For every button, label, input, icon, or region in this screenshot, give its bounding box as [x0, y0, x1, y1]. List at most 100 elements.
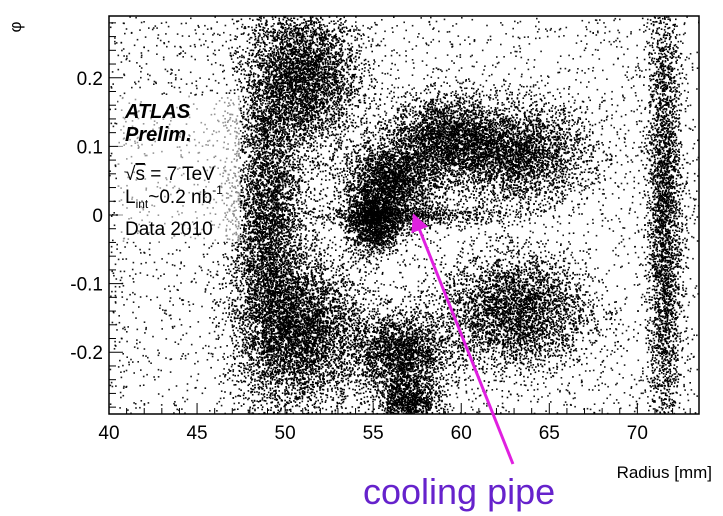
data-point — [384, 120, 387, 122]
data-point — [324, 63, 327, 65]
data-point — [674, 121, 677, 123]
data-point — [678, 259, 680, 261]
data-point — [319, 247, 321, 250]
data-point — [581, 384, 583, 387]
data-point — [210, 352, 213, 355]
data-point — [242, 234, 244, 236]
data-point — [338, 142, 340, 145]
data-point — [521, 73, 523, 76]
data-point — [195, 32, 197, 35]
data-point — [165, 309, 167, 312]
data-point — [288, 49, 291, 51]
data-point — [690, 353, 693, 355]
data-point — [392, 117, 395, 120]
data-point — [136, 38, 139, 41]
data-point — [442, 267, 445, 269]
data-point — [505, 33, 507, 35]
data-point — [463, 335, 465, 337]
data-point — [313, 141, 315, 144]
data-point — [377, 308, 379, 310]
data-point — [225, 40, 227, 43]
data-point — [627, 161, 629, 163]
data-point — [412, 116, 414, 118]
data-point — [557, 61, 559, 64]
data-point — [531, 272, 534, 274]
data-point — [523, 380, 526, 382]
data-point — [296, 327, 299, 329]
data-point — [184, 357, 187, 360]
data-point — [121, 291, 123, 293]
data-point — [234, 35, 237, 37]
data-point — [288, 91, 290, 94]
data-point — [290, 32, 293, 34]
data-point — [604, 383, 607, 386]
data-point — [613, 402, 615, 404]
data-point — [611, 117, 613, 120]
data-point — [367, 290, 369, 292]
data-point — [630, 110, 633, 112]
data-point — [283, 85, 285, 88]
data-point — [314, 63, 316, 65]
data-point — [557, 334, 560, 336]
data-point — [320, 128, 323, 131]
data-point — [311, 245, 313, 247]
data-point — [480, 98, 483, 101]
data-point — [469, 196, 472, 198]
data-point — [176, 54, 179, 57]
data-point — [680, 146, 683, 148]
data-point — [456, 55, 458, 58]
data-point — [128, 361, 130, 364]
data-point — [214, 16, 216, 18]
data-point — [547, 260, 549, 262]
data-point — [233, 38, 236, 40]
data-point — [265, 110, 267, 113]
data-point — [305, 51, 308, 54]
data-point — [579, 55, 582, 58]
data-point — [258, 217, 261, 219]
data-point — [552, 114, 554, 117]
data-point — [294, 43, 296, 45]
data-point — [368, 97, 370, 99]
data-point — [540, 75, 542, 77]
data-point — [594, 357, 597, 359]
data-point — [619, 40, 621, 43]
data-point — [458, 69, 460, 72]
data-point — [501, 373, 504, 376]
data-point — [308, 55, 310, 58]
data-point — [306, 110, 308, 112]
data-point — [620, 208, 623, 210]
data-point — [180, 78, 183, 80]
data-point — [530, 384, 533, 387]
data-point — [145, 261, 147, 264]
data-point — [289, 337, 291, 339]
data-point — [328, 105, 330, 108]
data-point — [355, 105, 358, 107]
data-point — [550, 348, 553, 350]
data-point — [439, 392, 442, 395]
data-point — [568, 100, 570, 103]
data-point — [583, 49, 586, 52]
data-point — [568, 69, 571, 71]
data-point — [125, 28, 128, 30]
data-point — [310, 321, 312, 323]
data-point — [316, 233, 319, 236]
data-point — [332, 40, 334, 42]
data-point — [300, 38, 303, 41]
data-point — [293, 35, 295, 38]
data-point — [314, 238, 316, 240]
data-point — [344, 83, 346, 86]
data-point — [231, 279, 233, 282]
data-point — [446, 284, 449, 287]
data-point — [403, 259, 405, 261]
data-point — [140, 76, 142, 79]
data-point — [120, 371, 122, 373]
data-point — [512, 100, 515, 102]
data-point — [341, 28, 343, 30]
data-point — [346, 64, 349, 66]
data-point — [287, 163, 290, 166]
data-point — [436, 232, 439, 234]
data-point — [597, 180, 600, 183]
data-point — [202, 33, 205, 35]
data-point — [249, 91, 251, 94]
data-point — [565, 289, 567, 292]
